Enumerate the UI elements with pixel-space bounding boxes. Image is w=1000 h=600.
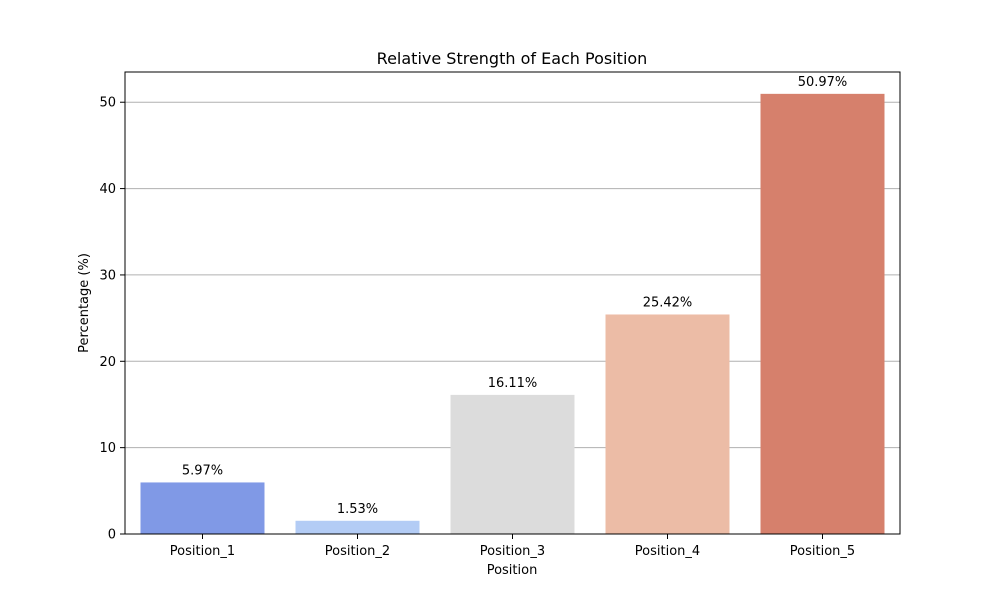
bars xyxy=(140,93,885,535)
x-tick-label-Position_1: Position_1 xyxy=(170,544,235,559)
y-axis: 0 10 20 30 40 50 xyxy=(99,96,125,543)
y-tick-label-30: 30 xyxy=(99,268,116,283)
y-tick-label-20: 20 xyxy=(99,355,116,370)
x-tick-label-Position_3: Position_3 xyxy=(480,544,545,559)
bar-Position_3 xyxy=(450,394,575,534)
y-tick-label-50: 50 xyxy=(99,96,116,111)
data-label-Position_1: 5.97% xyxy=(182,463,223,478)
chart-title: Relative Strength of Each Position xyxy=(377,49,648,68)
bar-Position_5 xyxy=(760,93,885,535)
y-tick-label-10: 10 xyxy=(99,441,116,456)
bar-Position_1 xyxy=(140,482,265,534)
y-axis-label: Percentage (%) xyxy=(77,253,92,353)
x-tick-label-Position_4: Position_4 xyxy=(635,544,700,559)
bar-Position_2 xyxy=(295,520,420,534)
data-label-Position_2: 1.53% xyxy=(337,502,378,517)
y-tick-label-0: 0 xyxy=(108,528,116,543)
x-axis-label: Position xyxy=(487,563,538,578)
data-labels: 5.97% 1.53% 16.11% 25.42% 50.97% xyxy=(182,75,847,517)
bar-Position_4 xyxy=(605,314,730,534)
y-tick-label-40: 40 xyxy=(99,182,116,197)
x-tick-label-Position_2: Position_2 xyxy=(325,544,390,559)
x-tick-label-Position_5: Position_5 xyxy=(790,544,855,559)
data-label-Position_3: 16.11% xyxy=(488,376,538,391)
x-axis: Position_1 Position_2 Position_3 Position_4… xyxy=(170,534,855,559)
data-label-Position_4: 25.42% xyxy=(643,295,693,310)
data-label-Position_5: 50.97% xyxy=(798,75,848,90)
